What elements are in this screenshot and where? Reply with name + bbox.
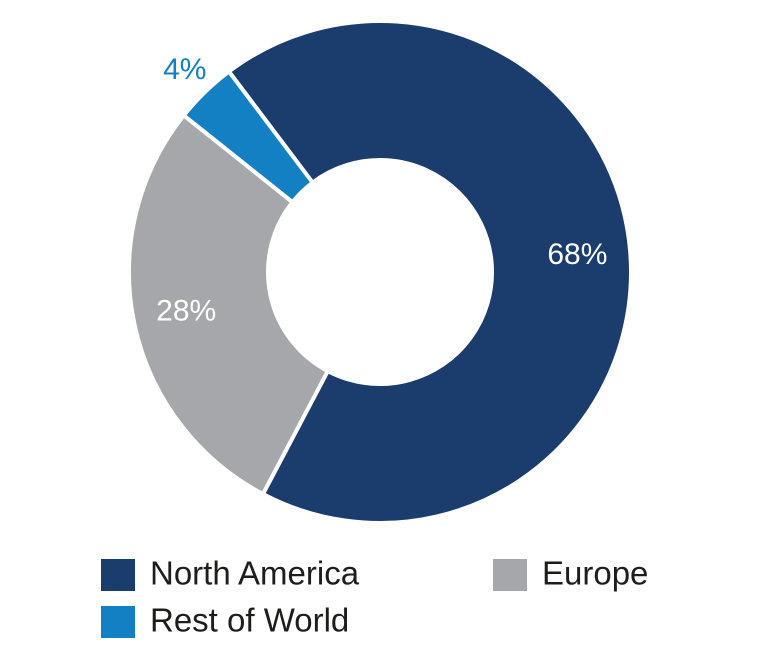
donut-segment	[127, 112, 331, 497]
legend-swatch	[493, 559, 527, 591]
legend-swatch	[101, 559, 135, 591]
legend-label: North America	[150, 555, 360, 592]
legend-label: Europe	[542, 555, 648, 592]
donut-segment	[181, 68, 316, 205]
legend-swatch	[101, 606, 135, 638]
donut-segment	[226, 19, 633, 525]
value-label: 68%	[547, 238, 607, 271]
value-label: 4%	[163, 53, 206, 86]
value-label: 28%	[156, 294, 216, 327]
legend-label: Rest of World	[150, 602, 349, 639]
